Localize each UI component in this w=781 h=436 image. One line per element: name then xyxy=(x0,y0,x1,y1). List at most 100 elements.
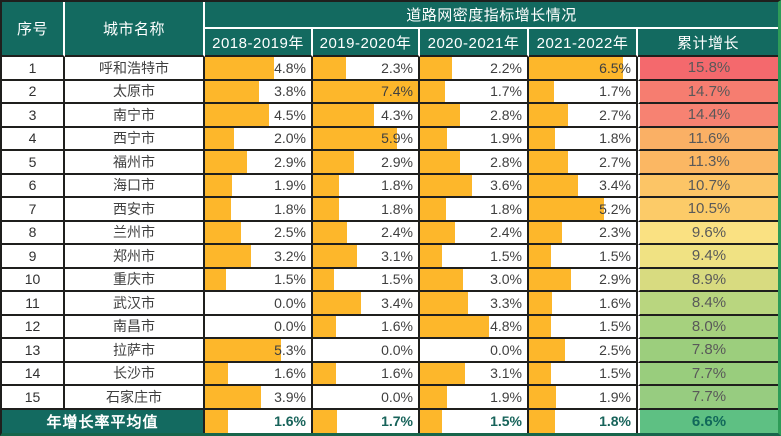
value-text: 3.6% xyxy=(490,177,522,194)
data-bar xyxy=(420,151,461,173)
value-cell-2018-2019: 2.0% xyxy=(205,127,313,151)
value-text: 1.9% xyxy=(490,130,522,147)
serial-cell: 6 xyxy=(2,174,65,198)
value-cell-2020-2021: 1.7% xyxy=(420,80,529,104)
value-text: 1.5% xyxy=(381,271,413,288)
average-value: 1.7% xyxy=(381,413,413,430)
cumulative-cell: 15.8% xyxy=(638,57,778,81)
value-text: 1.8% xyxy=(599,130,631,147)
cumulative-value: 11.3% xyxy=(688,153,730,171)
header-year-2019-2020: 2019-2020年 xyxy=(313,29,420,57)
data-bar xyxy=(313,315,336,337)
data-bar xyxy=(420,198,447,220)
city-cell: 石家庄市 xyxy=(65,386,205,410)
value-cell-2018-2019: 2.5% xyxy=(205,221,313,245)
cumulative-value: 10.5% xyxy=(687,200,731,218)
value-text: 3.4% xyxy=(381,294,413,311)
serial-cell: 2 xyxy=(2,80,65,104)
value-text: 3.8% xyxy=(274,83,306,100)
serial-cell: 15 xyxy=(2,386,65,410)
cumulative-value: 8.0% xyxy=(691,317,727,335)
value-text: 2.9% xyxy=(274,153,306,170)
average-value: 1.8% xyxy=(599,413,631,430)
value-text: 5.2% xyxy=(599,200,631,217)
cumulative-cell: 9.4% xyxy=(638,245,778,269)
value-text: 2.3% xyxy=(381,59,413,76)
data-bar xyxy=(420,221,455,243)
data-bar xyxy=(420,245,442,267)
data-bar xyxy=(313,151,355,173)
value-text: 2.8% xyxy=(490,106,522,123)
data-bar xyxy=(205,198,231,220)
value-text: 0.0% xyxy=(274,294,306,311)
city-cell: 长沙市 xyxy=(65,362,205,386)
value-cell-2021-2022: 2.9% xyxy=(529,268,638,292)
data-bar xyxy=(313,174,339,196)
value-text: 1.5% xyxy=(599,318,631,335)
city-cell: 海口市 xyxy=(65,174,205,198)
value-cell-2019-2020: 0.0% xyxy=(313,386,420,410)
value-text: 3.2% xyxy=(274,247,306,264)
value-text: 3.9% xyxy=(274,388,306,405)
value-text: 0.0% xyxy=(381,341,413,358)
value-text: 4.5% xyxy=(274,106,306,123)
value-text: 1.5% xyxy=(490,247,522,264)
data-bar xyxy=(205,174,233,196)
serial-cell: 9 xyxy=(2,245,65,269)
cumulative-cell: 8.4% xyxy=(638,292,778,316)
value-text: 2.7% xyxy=(599,106,631,123)
data-bar xyxy=(313,198,339,220)
average-value-cell: 1.7% xyxy=(313,409,420,433)
data-bar xyxy=(420,174,473,196)
data-bar xyxy=(529,151,569,173)
data-bar xyxy=(529,221,563,243)
data-bar xyxy=(205,80,260,102)
data-bar xyxy=(529,80,554,102)
data-bar xyxy=(205,268,227,290)
cumulative-value: 11.6% xyxy=(688,129,730,147)
serial-cell: 8 xyxy=(2,221,65,245)
value-text: 3.4% xyxy=(599,177,631,194)
value-text: 1.9% xyxy=(490,388,522,405)
data-bar xyxy=(420,292,468,314)
value-text: 1.8% xyxy=(490,200,522,217)
header-year-2020-2021: 2020-2021年 xyxy=(420,29,529,57)
value-cell-2020-2021: 2.2% xyxy=(420,57,529,81)
value-text: 2.4% xyxy=(381,224,413,241)
value-text: 4.8% xyxy=(490,318,522,335)
data-bar xyxy=(529,174,579,196)
city-cell: 西宁市 xyxy=(65,127,205,151)
cumulative-cell: 7.8% xyxy=(638,339,778,363)
value-text: 1.6% xyxy=(381,318,413,335)
value-text: 3.3% xyxy=(490,294,522,311)
data-bar xyxy=(313,57,346,79)
city-cell: 兰州市 xyxy=(65,221,205,245)
value-text: 1.6% xyxy=(381,365,413,382)
cumulative-cell: 14.4% xyxy=(638,104,778,128)
cumulative-value: 14.4% xyxy=(687,106,731,124)
value-cell-2018-2019: 5.3% xyxy=(205,339,313,363)
data-bar xyxy=(313,221,348,243)
data-bar xyxy=(205,386,261,408)
value-text: 1.6% xyxy=(274,365,306,382)
value-text: 2.4% xyxy=(490,224,522,241)
value-cell-2020-2021: 2.8% xyxy=(420,151,529,175)
value-text: 3.1% xyxy=(381,247,413,264)
serial-cell: 13 xyxy=(2,339,65,363)
city-cell: 郑州市 xyxy=(65,245,205,269)
cumulative-cell: 8.0% xyxy=(638,315,778,339)
data-bar xyxy=(205,362,228,384)
value-cell-2019-2020: 1.8% xyxy=(313,198,420,222)
value-text: 6.5% xyxy=(599,59,631,76)
data-bar xyxy=(529,386,557,408)
data-bar xyxy=(420,127,448,149)
value-cell-2020-2021: 3.3% xyxy=(420,292,529,316)
average-value-cell: 1.5% xyxy=(420,409,529,433)
value-cell-2021-2022: 1.5% xyxy=(529,362,638,386)
value-cell-2020-2021: 2.8% xyxy=(420,104,529,128)
value-cell-2019-2020: 2.3% xyxy=(313,57,420,81)
value-text: 1.8% xyxy=(274,200,306,217)
value-cell-2021-2022: 1.9% xyxy=(529,386,638,410)
value-cell-2021-2022: 6.5% xyxy=(529,57,638,81)
data-bar xyxy=(205,127,234,149)
